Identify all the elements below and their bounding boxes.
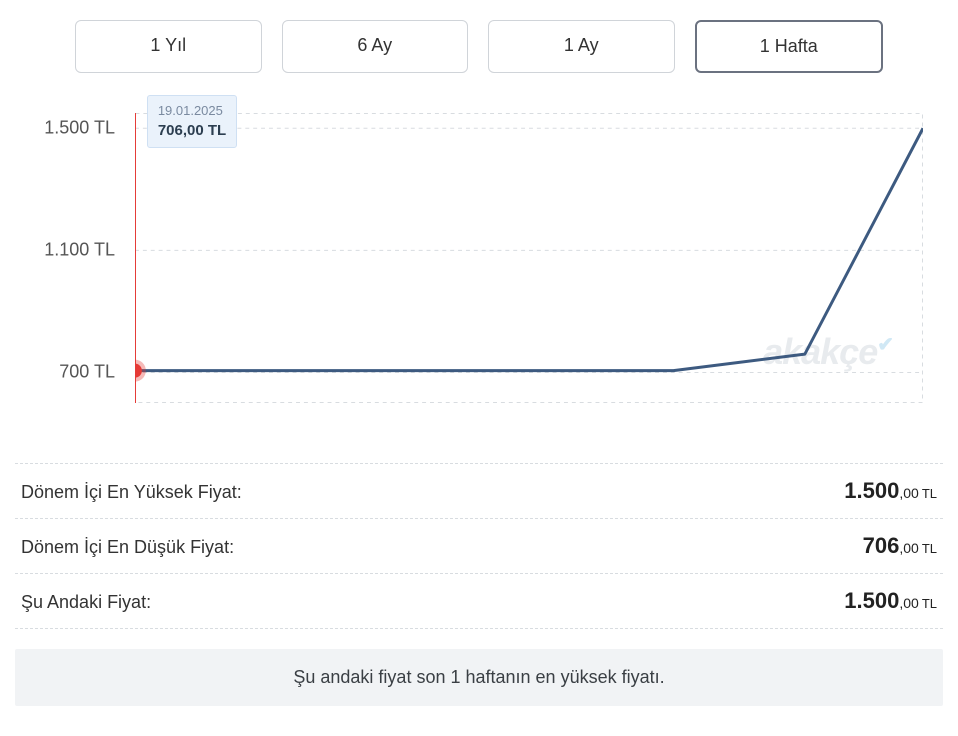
stat-row: Dönem İçi En Yüksek Fiyat: 1.500,00TL — [15, 463, 943, 518]
chart-tooltip: 19.01.2025 706,00 TL — [147, 95, 237, 148]
period-tabs: 1 Yıl 6 Ay 1 Ay 1 Hafta — [15, 20, 943, 73]
price-banner: Şu andaki fiyat son 1 haftanın en yüksek… — [15, 649, 943, 706]
tab-1yil[interactable]: 1 Yıl — [75, 20, 262, 73]
chart-plot[interactable]: akakçe✔ 19.01.2025 706,00 TL — [135, 113, 923, 403]
tooltip-date: 19.01.2025 — [158, 102, 226, 120]
y-axis-labels: 700 TL 1.100 TL 1.500 TL — [25, 113, 125, 403]
y-tick-label: 700 TL — [59, 362, 115, 383]
y-tick-label: 1.500 TL — [44, 118, 115, 139]
price-chart: 700 TL 1.100 TL 1.500 TL akakçe✔ 19.01.202… — [25, 113, 933, 403]
stat-value: 1.500,00TL — [844, 478, 937, 504]
stat-label: Dönem İçi En Yüksek Fiyat: — [21, 482, 242, 503]
tooltip-price: 706,00 TL — [158, 120, 226, 141]
stat-row: Dönem İçi En Düşük Fiyat: 706,00TL — [15, 518, 943, 573]
tab-1ay[interactable]: 1 Ay — [488, 20, 675, 73]
price-stats: Dönem İçi En Yüksek Fiyat:1.500,00TLDöne… — [15, 463, 943, 629]
y-tick-label: 1.100 TL — [44, 240, 115, 261]
stat-label: Şu Andaki Fiyat: — [21, 592, 151, 613]
tab-1hafta[interactable]: 1 Hafta — [695, 20, 884, 73]
stat-value: 706,00TL — [863, 533, 937, 559]
stat-value: 1.500,00TL — [844, 588, 937, 614]
stat-row: Şu Andaki Fiyat: 1.500,00TL — [15, 573, 943, 629]
stat-label: Dönem İçi En Düşük Fiyat: — [21, 537, 234, 558]
tab-6ay[interactable]: 6 Ay — [282, 20, 469, 73]
